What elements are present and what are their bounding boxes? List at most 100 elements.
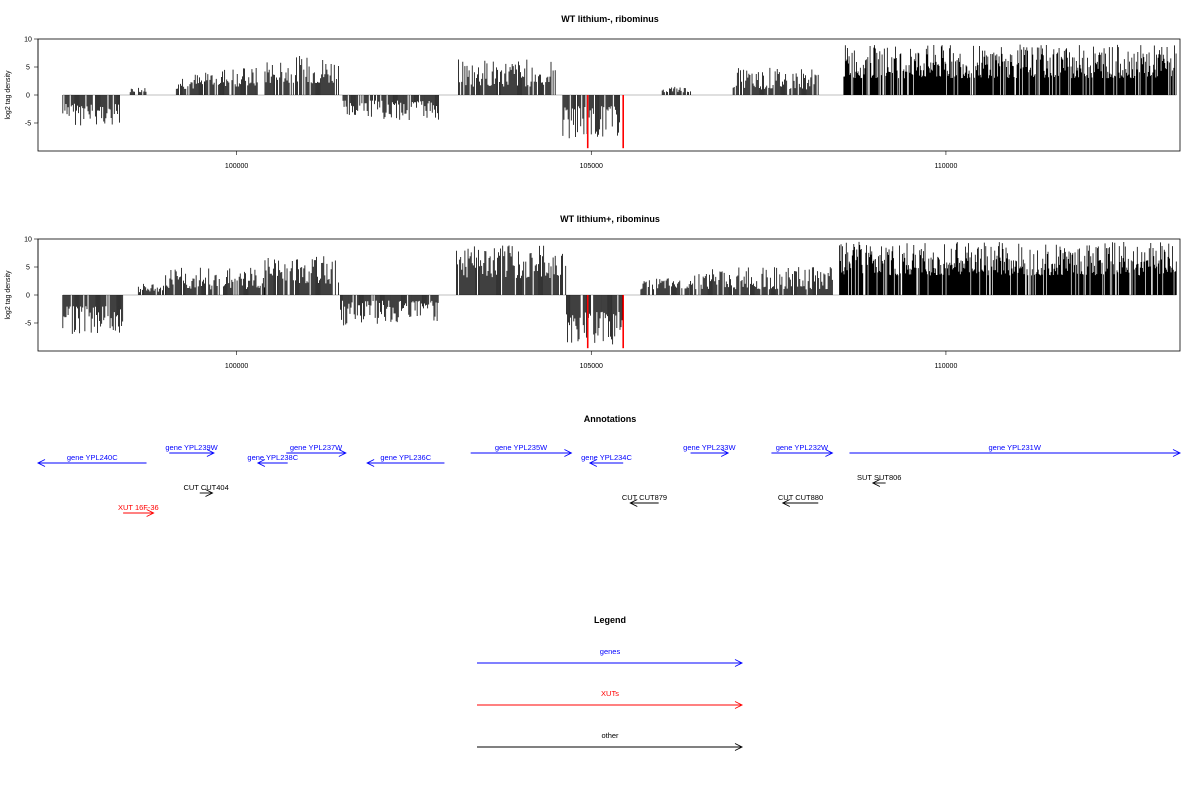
density-bar-region: [204, 68, 258, 95]
y-tick-label: 5: [26, 65, 30, 72]
density-bar-region: [456, 245, 567, 295]
feature-label: gene YPL234C: [581, 453, 632, 462]
density-bar-region: [661, 86, 691, 95]
y-tick-label: -5: [25, 321, 31, 328]
feature-label: CUT CUT880: [778, 493, 823, 502]
arrowhead-right: [338, 449, 347, 457]
legend-arrowhead: [734, 743, 744, 751]
annotation-feature[interactable]: CUT CUT880: [778, 493, 823, 507]
feature-label: SUT SUT806: [857, 473, 901, 482]
feature-label: gene YPL231W: [989, 443, 1042, 452]
feature-label: gene YPL232W: [776, 443, 829, 452]
annotation-feature[interactable]: gene YPL233W: [683, 443, 736, 457]
x-tick-label: 105000: [580, 163, 603, 170]
annotation-feature[interactable]: gene YPL238C: [247, 453, 299, 467]
annotation-feature[interactable]: gene YPL234C: [581, 453, 632, 467]
y-tick-label: 10: [24, 37, 32, 44]
annotation-feature[interactable]: CUT CUT879: [622, 493, 667, 507]
annotation-feature[interactable]: gene YPL239W: [165, 443, 219, 457]
x-tick-label: 100000: [225, 363, 248, 370]
arrowhead-left: [781, 499, 790, 507]
density-bar-region: [264, 256, 339, 295]
arrowhead-right: [1172, 449, 1182, 457]
y-axis-label: log2 tag density: [5, 70, 12, 120]
y-tick-label: 0: [26, 293, 30, 300]
legend-item: genes: [477, 647, 744, 667]
annotation-feature[interactable]: gene YPL232W: [771, 443, 834, 457]
density-bar-region: [137, 283, 167, 295]
feature-label: CUT CUT879: [622, 493, 667, 502]
density-bar-region: [62, 95, 120, 126]
legend-label: genes: [600, 647, 621, 656]
arrowhead-right: [564, 449, 573, 457]
density-bar-region: [264, 56, 339, 95]
legend: Legend genes XUTs other: [477, 615, 744, 751]
annotations-title: Annotations: [584, 414, 637, 424]
feature-label: gene YPL238C: [247, 453, 298, 462]
annotation-feature[interactable]: gene YPL236C: [366, 453, 445, 467]
arrowhead-left: [629, 499, 638, 507]
arrowhead-right: [720, 449, 730, 457]
arrowhead-right: [206, 449, 215, 457]
annotation-feature[interactable]: SUT SUT806: [857, 473, 901, 487]
arrowhead-left: [588, 459, 598, 467]
density-bar-region: [690, 267, 833, 295]
arrowhead-right: [146, 509, 155, 517]
density-bar-region: [640, 278, 690, 295]
y-tick-label: 10: [24, 237, 32, 244]
y-tick-label: 0: [26, 93, 30, 100]
y-tick-label: 5: [26, 265, 30, 272]
legend-title: Legend: [594, 615, 626, 625]
annotation-feature[interactable]: CUT CUT404: [183, 483, 229, 497]
legend-label: other: [601, 731, 619, 740]
density-bar-region: [566, 295, 624, 345]
annotation-feature[interactable]: gene YPL235W: [470, 443, 573, 457]
density-bar-region: [839, 241, 1177, 295]
annotation-feature[interactable]: gene YPL231W: [849, 443, 1182, 457]
arrowhead-right: [205, 489, 214, 497]
density-bar-region: [843, 44, 1177, 95]
arrowhead-left: [256, 459, 266, 467]
annotation-feature[interactable]: XUT 16F-36: [118, 503, 159, 517]
panel-title: WT lithium-, ribominus: [561, 14, 659, 24]
legend-label: XUTs: [601, 689, 619, 698]
legend-item: XUTs: [477, 689, 744, 709]
density-bar-region: [458, 59, 556, 95]
x-axis: 100000 105000 110000: [225, 351, 958, 370]
density-bar-region: [340, 295, 439, 326]
feature-label: gene YPL239W: [165, 443, 218, 452]
x-tick-label: 110000: [935, 363, 958, 370]
y-axis-label: log2 tag density: [5, 270, 12, 320]
x-tick-label: 105000: [580, 363, 603, 370]
density-bar-region: [562, 95, 620, 139]
feature-label: CUT CUT404: [183, 483, 228, 492]
arrowhead-left: [366, 459, 375, 467]
legend-items: genes XUTs other: [477, 647, 744, 751]
feature-label: gene YPL240C: [67, 453, 118, 462]
x-axis: 100000 105000 110000: [225, 151, 958, 170]
track-panel-lithium-minus: WT lithium-, ribominus log2 tag density …: [5, 14, 1181, 170]
x-tick-label: 100000: [225, 163, 248, 170]
arrowhead-right: [825, 449, 834, 457]
arrowhead-left: [871, 479, 881, 487]
feature-label: gene YPL235W: [495, 443, 548, 452]
density-bar-region: [165, 267, 265, 295]
panel-title: WT lithium+, ribominus: [560, 214, 660, 224]
feature-label: gene YPL237W: [290, 443, 343, 452]
density-bar-region: [342, 95, 439, 120]
y-axis: 10 5 0 -5: [24, 37, 39, 128]
x-tick-label: 110000: [935, 163, 958, 170]
density-bars: [62, 241, 1177, 349]
density-bar-region: [732, 67, 819, 95]
feature-label: XUT 16F-36: [118, 503, 159, 512]
annotation-feature[interactable]: gene YPL240C: [36, 453, 147, 467]
density-bar-region: [175, 74, 206, 95]
legend-arrowhead: [734, 701, 744, 709]
legend-arrowhead: [734, 659, 744, 667]
annotation-feature[interactable]: gene YPL237W: [286, 443, 347, 457]
arrowhead-left: [36, 459, 46, 467]
feature-label: gene YPL236C: [380, 453, 431, 462]
